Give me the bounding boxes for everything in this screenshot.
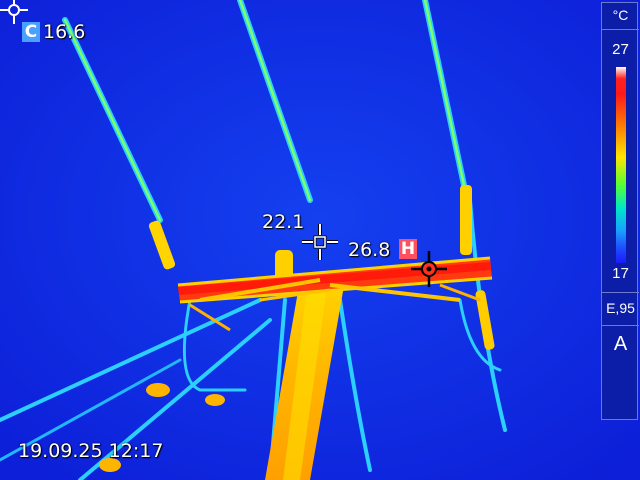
center-crosshair-icon xyxy=(302,224,338,260)
scale-min: 17 xyxy=(612,265,629,282)
panel-divider xyxy=(602,325,639,326)
hot-spot-badge: H xyxy=(399,239,417,259)
temperature-scale-panel: °C 27 17 E,95 A xyxy=(601,2,639,420)
range-mode: A xyxy=(613,333,628,355)
panel-divider xyxy=(602,29,639,30)
hot-spot-value: 26.8 xyxy=(348,239,391,261)
center-spot-value: 22.1 xyxy=(262,211,305,233)
cold-spot-badge: C xyxy=(22,22,40,42)
color-scale-bar xyxy=(616,67,626,263)
cold-spot-value: 16.6 xyxy=(43,21,86,43)
scale-unit: °C xyxy=(612,7,629,23)
emissivity-value: E,95 xyxy=(606,300,635,316)
hot-crosshair-icon xyxy=(411,251,447,287)
scale-max: 27 xyxy=(612,41,629,58)
timestamp: 19.09.25 12:17 xyxy=(18,440,164,462)
spot-crosshair-icon xyxy=(0,0,28,24)
panel-divider xyxy=(602,292,639,293)
